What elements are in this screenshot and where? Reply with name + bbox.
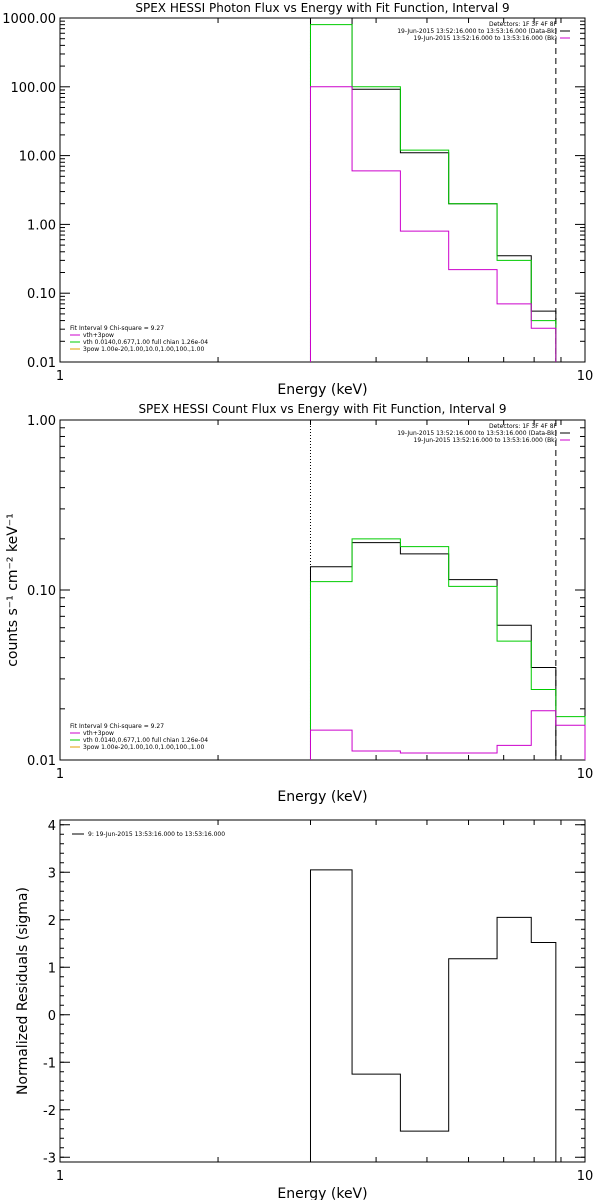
legend-text: Fit Interval 9 Chi-square = 9.27	[70, 723, 164, 730]
y-tick-label: 0.10	[27, 287, 56, 302]
legend-text: vth+3pow	[83, 332, 114, 339]
y-tick-label: -1	[43, 1056, 56, 1071]
y-tick-label: 1000.00	[2, 12, 56, 27]
x-tick-label: 1	[56, 369, 64, 384]
chart-title: SPEX HESSI Count Flux vs Energy with Fit…	[138, 402, 506, 416]
legend-text: 19-Jun-2015 13:52:16.000 to 13:53:16.000…	[414, 437, 557, 444]
panel-2: SPEX HESSI Count Flux vs Energy with Fit…	[5, 402, 593, 805]
y-tick-label: 0	[48, 1009, 56, 1024]
legend-text: vth 0.0140,0.677,1.00 full chian 1.26e-0…	[83, 737, 208, 744]
legend-text: Fit Interval 9 Chi-square = 9.27	[70, 325, 164, 332]
series-2-line	[309, 538, 586, 760]
y-tick-label: 2	[48, 914, 56, 929]
series-1-line	[309, 869, 557, 1162]
legend-text: vth 0.0140,0.677,1.00 full chian 1.26e-0…	[83, 339, 208, 346]
y-axis-label: Normalized Residuals (sigma)	[15, 887, 31, 1095]
y-axis-label: counts s⁻¹ cm⁻² keV⁻¹	[5, 513, 21, 667]
series-1-line	[309, 542, 557, 760]
y-tick-label: -2	[43, 1104, 56, 1119]
legend-text: Detectors: 1F 3F 4F 8F	[489, 423, 558, 430]
legend-text: 3pow 1.00e-20,1.00,10.0,1.00,100.,1.00	[83, 346, 204, 353]
legend-text: 19-Jun-2015 13:52:16.000 to 13:53:16.000…	[397, 28, 557, 35]
y-tick-label: 1	[48, 961, 56, 976]
x-tick-label: 10	[577, 1169, 594, 1184]
plot-frame	[59, 819, 586, 1163]
legend-text: 19-Jun-2015 13:52:16.000 to 13:53:16.000…	[397, 430, 557, 437]
y-tick-label: 0.10	[27, 584, 56, 599]
series-3-line	[309, 86, 557, 362]
y-tick-label: 1.00	[27, 218, 56, 233]
panel-3: 1 10 Energy (keV) -3 -2 -1 0 1 2 3 4 Normalized Res…	[15, 819, 593, 1200]
legend-text: 3pow 1.00e-20,1.00,10.0,1.00,100.,1.00	[83, 744, 204, 751]
y-tick-label: 0.01	[27, 356, 56, 371]
y-tick-label: -3	[43, 1151, 56, 1166]
legend-text: Detectors: 1F 3F 4F 8F	[489, 21, 558, 28]
plot-frame	[59, 419, 586, 761]
series-1-line	[309, 17, 557, 362]
panel-1: SPEX HESSI Photon Flux vs Energy with Fi…	[2, 1, 593, 398]
x-axis-label: Energy (keV)	[277, 382, 367, 398]
legend-text: 19-Jun-2015 13:52:16.000 to 13:53:16.000…	[414, 35, 557, 42]
y-tick-label: 10.00	[19, 150, 56, 165]
x-axis-label: Energy (keV)	[277, 789, 367, 805]
chart-title: SPEX HESSI Photon Flux vs Energy with Fi…	[135, 1, 509, 15]
y-tick-label: 100.00	[11, 81, 57, 96]
y-tick-label: 0.01	[27, 754, 56, 769]
y-tick-label: 3	[48, 866, 56, 881]
x-tick-label: 10	[577, 369, 594, 384]
x-tick-label: 1	[56, 1169, 64, 1184]
series-2-line	[309, 24, 557, 362]
y-tick-label: 4	[48, 819, 56, 834]
legend-text: vth+3pow	[83, 730, 114, 737]
x-tick-label: 1	[56, 767, 64, 782]
plot-frame	[59, 17, 586, 363]
y-tick-label: 1.00	[27, 414, 56, 429]
series-3-line	[309, 710, 586, 760]
x-tick-label: 10	[577, 767, 594, 782]
legend-text: 9: 19-Jun-2015 13:53:16.000 to 13:53:16.…	[88, 831, 225, 838]
x-axis-label: Energy (keV)	[277, 1186, 367, 1200]
